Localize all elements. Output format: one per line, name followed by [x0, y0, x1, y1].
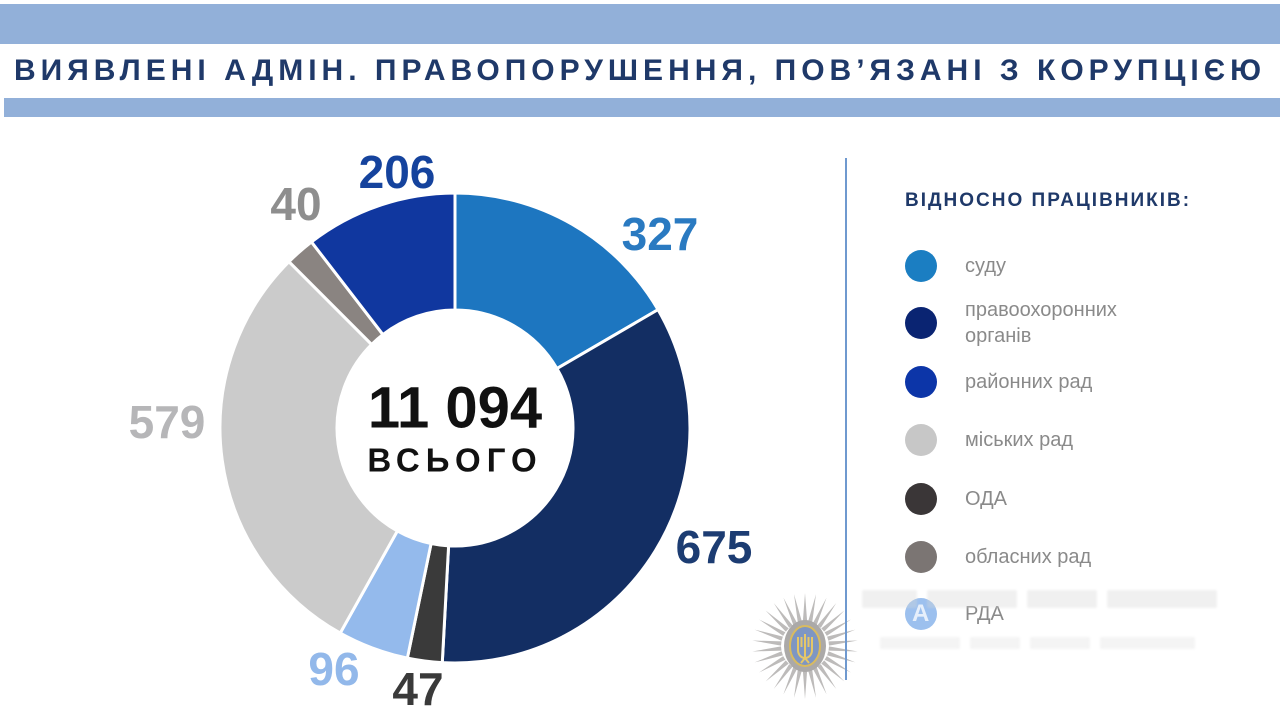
legend-label: районних рад: [965, 371, 1093, 393]
legend-dot-sudu: [905, 250, 937, 282]
legend-dot-miskyh-rad: [905, 424, 937, 456]
slice-value-label-pravoohoronnyh: 675: [675, 521, 753, 573]
vertical-divider: [845, 158, 847, 680]
slice-value-label-oda: 47: [392, 663, 444, 715]
donut-slice-1: [440, 307, 692, 665]
slice-value-label-rda: 96: [308, 643, 360, 695]
legend-item-pravoohoronnyh: правоохоронних органів: [905, 299, 1165, 347]
legend-dot-raionnyh-rad: [905, 366, 937, 398]
watermark-artifact: [927, 590, 1017, 608]
watermark-artifact: [880, 637, 960, 649]
watermark-artifacts-row2: [880, 636, 1270, 654]
lower-accent-band: [4, 98, 1280, 117]
watermark-artifact: [1100, 637, 1195, 649]
donut-slice-0: [453, 191, 661, 371]
police-badge-icon: [752, 593, 858, 699]
legend: ВІДНОСНО ПРАЦІВНИКІВ: суду правоохоронни…: [905, 0, 1275, 720]
legend-item-miskyh-rad: міських рад: [905, 424, 1165, 456]
badge-trident: [797, 634, 813, 664]
donut-slice-2: [309, 191, 457, 337]
donut-center-text: 11 094 ВСЬОГО: [367, 375, 543, 479]
legend-label: обласних рад: [965, 546, 1092, 568]
legend-dot-pravoohoronnyh: [905, 307, 937, 339]
watermark-artifact: [970, 637, 1020, 649]
legend-label: РДА: [965, 603, 1004, 625]
watermark-artifact: [862, 590, 917, 608]
watermark-artifacts-row1: [862, 590, 1262, 613]
title-strip: ВИЯВЛЕНІ АДМІН. ПРАВОПОРУШЕННЯ, ПОВ’ЯЗАН…: [0, 44, 1280, 98]
total-label: ВСЬОГО: [367, 441, 543, 479]
legend-label: міських рад: [965, 429, 1074, 451]
legend-item-oda: ОДА: [905, 483, 1165, 515]
legend-label: суду: [965, 255, 1007, 277]
badge-burst: [752, 593, 858, 699]
slice-value-label-raionnyh-rad: 206: [358, 146, 436, 198]
page-title: ВИЯВЛЕНІ АДМІН. ПРАВОПОРУШЕННЯ, ПОВ’ЯЗАН…: [13, 54, 1267, 87]
total-value: 11 094: [367, 375, 543, 441]
donut-chart: [218, 191, 692, 665]
watermark-artifact: [1027, 590, 1097, 608]
legend-item-oblasnyh-rad: обласних рад: [905, 541, 1165, 573]
watermark-artifact: [1107, 590, 1217, 608]
legend-dot-oda: [905, 483, 937, 515]
legend-title: ВІДНОСНО ПРАЦІВНИКІВ:: [905, 190, 1192, 211]
top-accent-band: [0, 4, 1280, 44]
donut-slice-3: [218, 259, 400, 636]
legend-item-sudu: суду: [905, 250, 1165, 282]
slice-value-label-oblasnyh-rad: 40: [270, 178, 322, 230]
legend-dot-rda: A: [905, 598, 937, 630]
legend-dot-oblasnyh-rad: [905, 541, 937, 573]
watermark-artifact: [1030, 637, 1090, 649]
legend-item-raionnyh-rad: районних рад: [905, 366, 1165, 398]
legend-label: правоохоронних органів: [965, 299, 1117, 347]
legend-item-rda: A РДА: [905, 598, 1165, 630]
slice-value-label-sudu: 327: [621, 208, 699, 260]
watermark-overlap-letter: A: [912, 600, 930, 627]
donut-svg: [218, 191, 692, 665]
slice-value-label-miskyh-rad: 579: [128, 396, 206, 448]
legend-label: ОДА: [965, 488, 1008, 510]
